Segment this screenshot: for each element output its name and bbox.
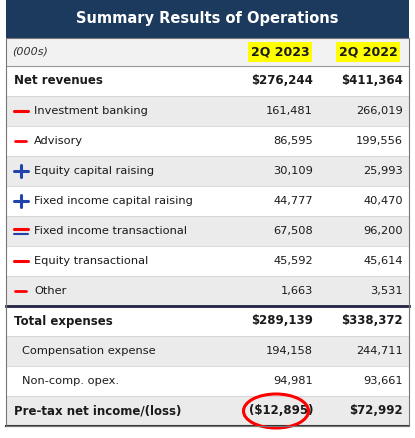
Text: Fixed income transactional: Fixed income transactional [34,226,187,236]
Bar [248,42,312,62]
Text: Investment banking: Investment banking [34,106,148,116]
Text: Summary Results of Operations: Summary Results of Operations [76,11,339,27]
Text: 67,508: 67,508 [273,226,313,236]
Bar [6,246,409,276]
Text: 44,777: 44,777 [273,196,313,206]
Text: $276,244: $276,244 [251,74,313,88]
Bar [6,336,409,366]
Text: Total expenses: Total expenses [14,314,113,328]
Text: 45,592: 45,592 [273,256,313,266]
Bar [6,96,409,126]
Text: 3,531: 3,531 [370,286,403,296]
Text: 2Q 2022: 2Q 2022 [339,46,398,59]
Text: Equity transactional: Equity transactional [34,256,148,266]
Text: 40,470: 40,470 [364,196,403,206]
Bar [6,126,409,156]
Text: Advisory: Advisory [34,136,83,146]
Bar [6,0,409,38]
Text: 244,711: 244,711 [356,346,403,356]
Text: 199,556: 199,556 [356,136,403,146]
Text: $338,372: $338,372 [342,314,403,328]
Bar [336,42,400,62]
Bar [6,186,409,216]
Text: 2Q 2023: 2Q 2023 [251,46,309,59]
Text: 93,661: 93,661 [364,376,403,386]
Bar [6,38,409,426]
Text: 161,481: 161,481 [266,106,313,116]
Text: $411,364: $411,364 [341,74,403,88]
Text: 45,614: 45,614 [364,256,403,266]
Text: Net revenues: Net revenues [14,74,103,88]
Text: $72,992: $72,992 [349,405,403,417]
Text: ($12,895): ($12,895) [249,405,313,417]
Bar [6,306,409,336]
Text: 96,200: 96,200 [364,226,403,236]
Bar [6,276,409,306]
Text: 194,158: 194,158 [266,346,313,356]
Text: Non-comp. opex.: Non-comp. opex. [22,376,119,386]
Bar [6,216,409,246]
Bar [6,66,409,96]
Text: 30,109: 30,109 [273,166,313,176]
Bar [6,38,409,66]
Text: Fixed income capital raising: Fixed income capital raising [34,196,193,206]
Text: Compensation expense: Compensation expense [22,346,156,356]
Text: Equity capital raising: Equity capital raising [34,166,154,176]
Text: 1,663: 1,663 [281,286,313,296]
Text: (000s): (000s) [12,47,48,57]
Bar [6,366,409,396]
Text: 25,993: 25,993 [363,166,403,176]
Text: Pre-tax net income/(loss): Pre-tax net income/(loss) [14,405,181,417]
Text: 86,595: 86,595 [273,136,313,146]
Bar [6,156,409,186]
Text: 266,019: 266,019 [356,106,403,116]
Text: Other: Other [34,286,66,296]
Text: $289,139: $289,139 [251,314,313,328]
Text: 94,981: 94,981 [273,376,313,386]
Bar [6,396,409,426]
